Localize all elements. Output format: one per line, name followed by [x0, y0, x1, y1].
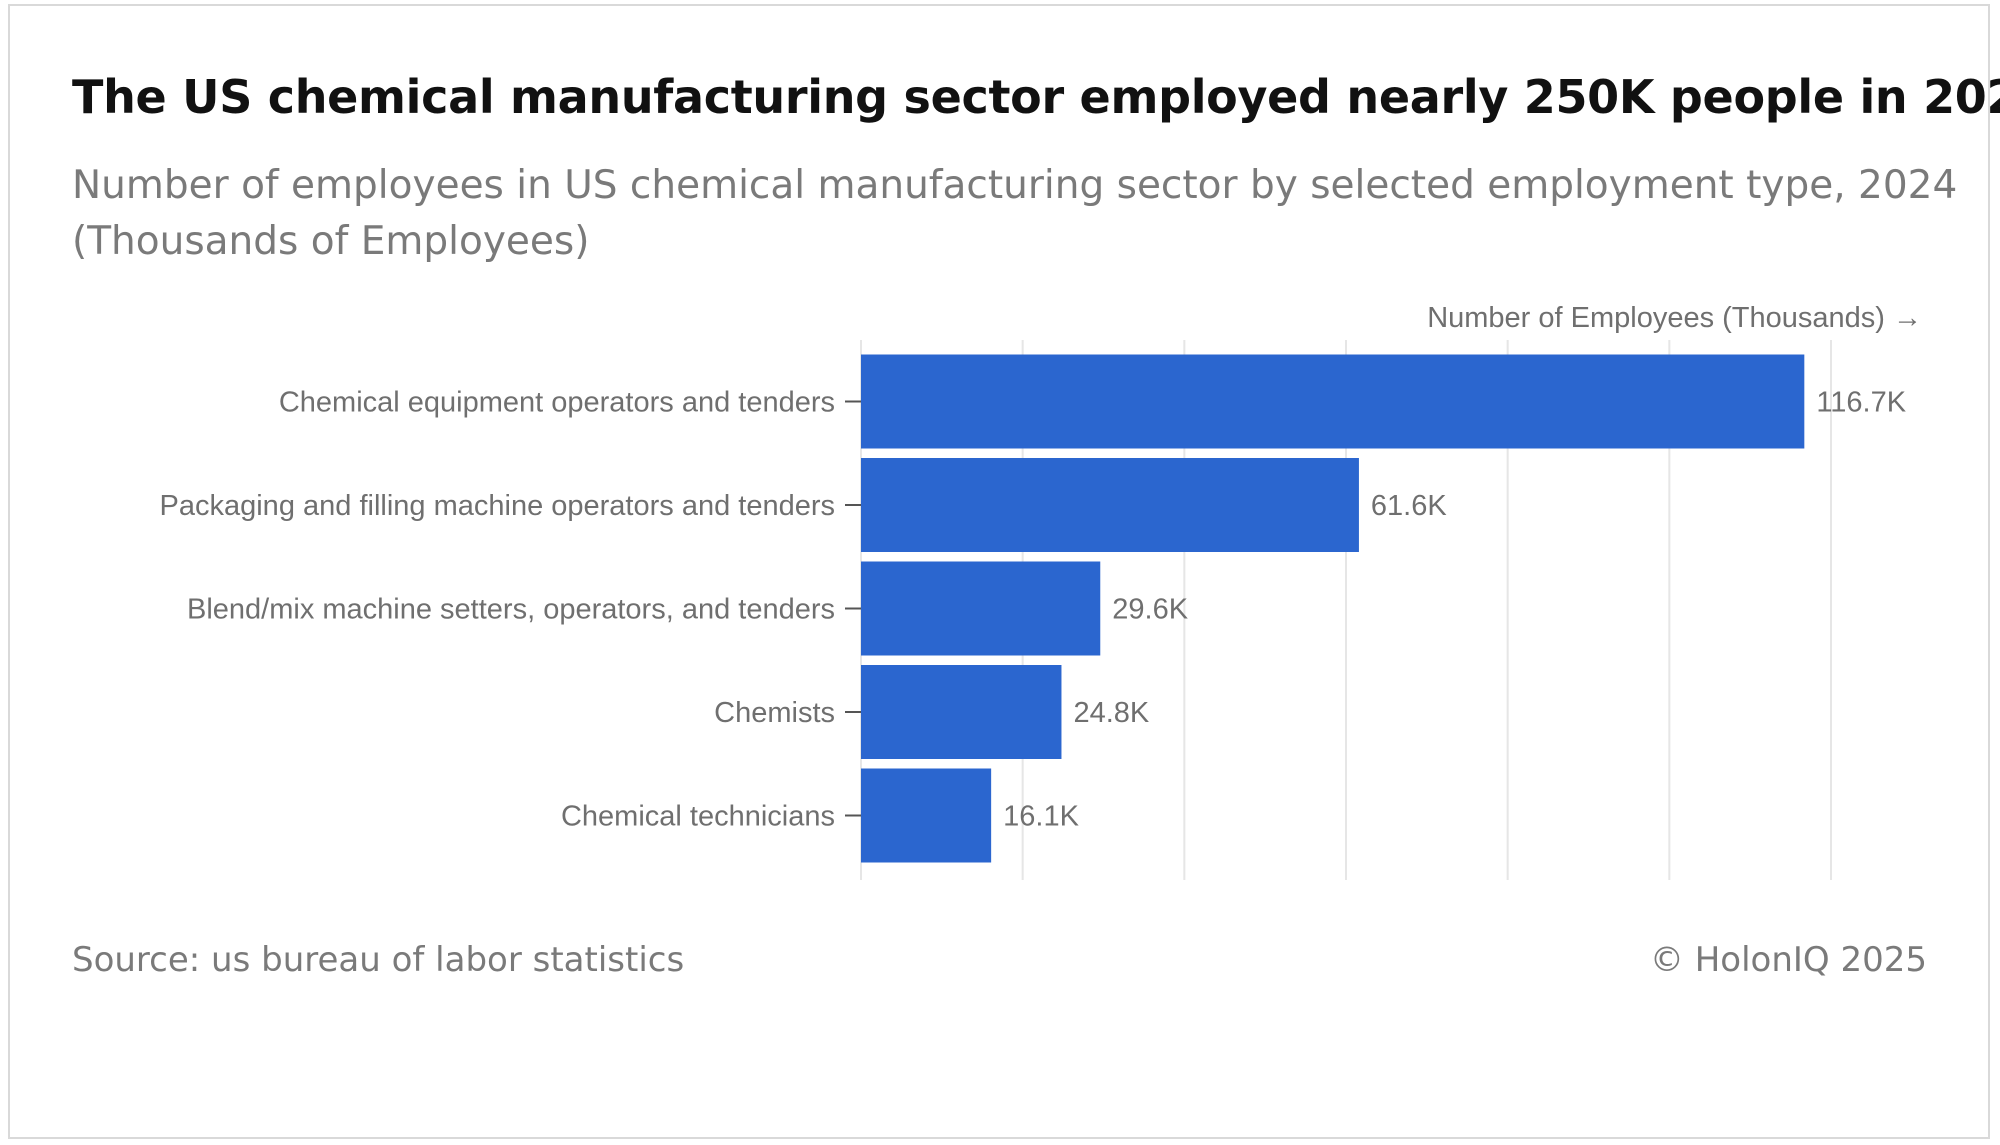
data-label: 61.6K: [1371, 490, 1447, 522]
y-tick-label: Packaging and filling machine operators …: [160, 490, 835, 522]
bar: [861, 665, 1062, 759]
y-tick-label: Blend/mix machine setters, operators, an…: [187, 594, 835, 626]
y-tick-label: Chemists: [714, 697, 835, 729]
bar: [861, 458, 1359, 552]
copyright-note: © HolonIQ 2025: [1649, 940, 1927, 980]
x-axis-title: Number of Employees (Thousands) →: [1427, 302, 1922, 334]
data-label: 24.8K: [1073, 697, 1149, 729]
bar: [861, 561, 1101, 656]
data-label: 16.1K: [1003, 801, 1079, 833]
bar: [861, 768, 992, 863]
chart-subtitle-line1: Number of employees in US chemical manuf…: [72, 163, 1958, 208]
bar: [861, 354, 1805, 449]
labels: Chemical equipment operators and tenders…: [160, 387, 1907, 833]
source-note: Source: us bureau of labor statistics: [72, 940, 685, 980]
chart-title: The US chemical manufacturing sector emp…: [72, 70, 2000, 124]
y-tick-label: Chemical equipment operators and tenders: [279, 387, 835, 419]
chart-subtitle: Number of employees in US chemical manuf…: [72, 158, 1958, 270]
y-tick-label: Chemical technicians: [561, 801, 835, 833]
data-label: 116.7K: [1816, 387, 1906, 419]
data-label: 29.6K: [1112, 594, 1188, 626]
bars: [861, 354, 1805, 863]
chart-subtitle-line2: (Thousands of Employees): [72, 219, 590, 264]
